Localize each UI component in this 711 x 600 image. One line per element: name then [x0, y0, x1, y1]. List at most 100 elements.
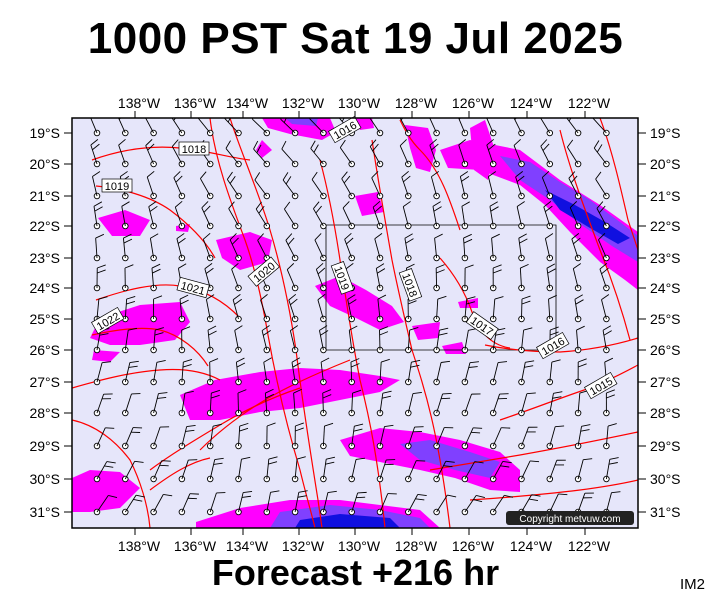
wind-barb — [309, 118, 327, 137]
wind-barb — [263, 388, 275, 417]
lat-label-right: 29°S — [650, 438, 681, 454]
wind-barb — [430, 171, 440, 200]
isobar-label: 1019 — [101, 178, 133, 193]
wind-barb — [546, 263, 556, 292]
wind-barb — [310, 140, 327, 168]
lon-label-bottom: 122°W — [568, 538, 611, 554]
wind-barb — [546, 359, 561, 386]
wind-barb — [489, 361, 508, 386]
lat-label-left: 30°S — [29, 471, 60, 487]
wind-barb — [122, 233, 133, 262]
wind-barb — [348, 423, 364, 450]
wind-barb — [541, 171, 554, 200]
wind-barb — [402, 201, 412, 230]
wind-barb — [178, 359, 193, 386]
wind-barb — [317, 294, 327, 323]
lat-label-left: 27°S — [29, 374, 60, 390]
wind-barb — [234, 325, 243, 354]
lat-label-right: 28°S — [650, 405, 681, 421]
precip-area — [90, 302, 190, 345]
wind-barb — [231, 262, 242, 292]
lat-label-right: 19°S — [650, 125, 681, 141]
wind-barb — [376, 493, 397, 516]
wind-barb — [372, 200, 384, 230]
wind-barb — [150, 494, 173, 516]
wind-barb — [433, 360, 451, 386]
wind-barb — [459, 171, 470, 200]
lon-label-top: 126°W — [452, 95, 495, 111]
lat-label-left: 25°S — [29, 311, 60, 327]
wind-barb — [150, 263, 161, 292]
wind-barb — [291, 357, 301, 386]
wind-barb — [315, 262, 327, 292]
image-tag: IM2 — [679, 576, 705, 593]
wind-barb — [284, 201, 299, 230]
wind-barb — [93, 328, 110, 354]
wind-barb — [572, 263, 582, 292]
lat-label-left: 26°S — [29, 342, 60, 358]
wind-barb — [544, 233, 554, 262]
wind-barb — [93, 427, 115, 450]
lat-label-left: 20°S — [29, 156, 60, 172]
precip-area — [98, 210, 150, 236]
precip-area — [180, 368, 400, 420]
lat-label-left: 31°S — [29, 504, 60, 520]
wind-barb — [206, 492, 226, 516]
wind-barb — [226, 171, 242, 200]
wind-barb — [546, 391, 563, 417]
wind-barb — [405, 327, 419, 354]
lat-label-right: 27°S — [650, 374, 681, 390]
wind-barb — [150, 460, 171, 483]
wind-barb — [566, 118, 582, 137]
wind-barb — [235, 456, 251, 483]
wind-barb — [178, 493, 199, 516]
wind-barb — [429, 118, 440, 137]
lat-label-left: 24°S — [29, 280, 60, 296]
lat-label-left: 28°S — [29, 405, 60, 421]
wind-barb — [171, 118, 186, 137]
wind-barb — [376, 358, 390, 386]
wind-barb — [122, 295, 136, 323]
precipitation-layer — [72, 118, 638, 528]
wind-barb — [320, 456, 336, 483]
wind-barb — [369, 118, 384, 137]
lon-label-top: 128°W — [395, 95, 438, 111]
wind-barb — [291, 422, 304, 450]
wind-barb — [489, 494, 514, 516]
wind-barb — [601, 294, 610, 323]
wind-barb — [574, 358, 587, 386]
wind-barb — [461, 233, 473, 262]
lat-label-left: 19°S — [29, 125, 60, 141]
wind-barb — [206, 358, 219, 386]
wind-barb — [235, 490, 253, 516]
lat-label-right: 26°S — [650, 342, 681, 358]
wind-barb — [489, 233, 500, 262]
wind-barb — [540, 139, 554, 168]
wind-barb — [146, 170, 157, 200]
lon-label-top: 134°W — [226, 95, 269, 111]
wind-barb — [599, 262, 610, 292]
wind-barb — [603, 423, 617, 450]
lon-label-bottom: 126°W — [452, 538, 495, 554]
wind-barb — [489, 201, 499, 230]
wind-barb — [376, 459, 396, 483]
isobar-line — [199, 359, 351, 451]
isobar-line — [149, 457, 211, 491]
wind-barb — [251, 118, 271, 137]
wind-barb — [374, 233, 384, 262]
wind-barb — [235, 357, 246, 386]
precip-area — [400, 440, 500, 478]
wind-barb — [150, 327, 164, 354]
wind-barb — [121, 201, 130, 230]
isobar-layer — [72, 118, 638, 528]
wind-barb — [405, 493, 427, 516]
wind-barb — [320, 490, 337, 516]
wind-barb — [173, 171, 186, 200]
wind-barb — [342, 201, 355, 230]
lat-label-right: 31°S — [650, 504, 681, 520]
wind-barb — [344, 232, 355, 262]
forecast-label: Forecast +216 hr — [211, 552, 500, 593]
wind-barb — [348, 325, 358, 354]
wind-barb — [461, 264, 474, 292]
wind-barb — [320, 389, 332, 417]
